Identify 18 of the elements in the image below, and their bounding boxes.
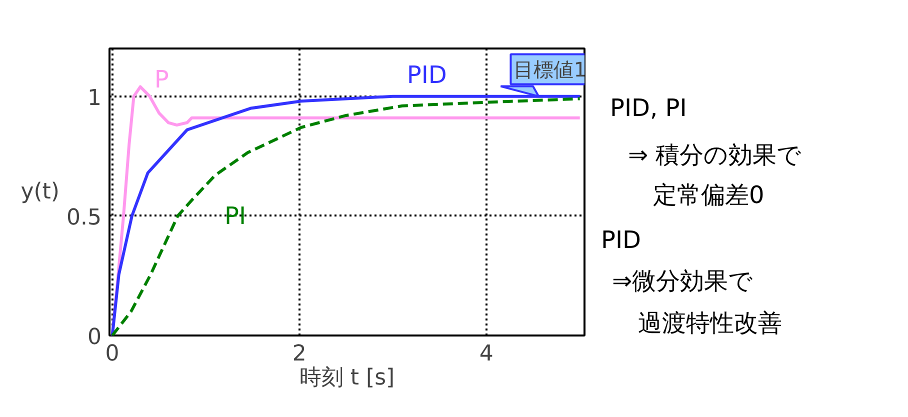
text: PID (601, 225, 642, 256)
y-tick-label: 0 (88, 325, 102, 350)
x-tick-label: 0 (105, 342, 120, 366)
y-tick-label: 0.5 (66, 205, 102, 230)
series-label: P (154, 66, 169, 94)
y-tick-label: 1 (88, 86, 102, 111)
text: 過渡特性改善 (638, 308, 782, 339)
text: ⇒ 積分の効果で (628, 140, 802, 171)
series-label: PI (224, 202, 246, 230)
legend-label: PID (406, 60, 447, 89)
x-tick-label: 4 (479, 342, 494, 366)
annotation: 目標値1 (514, 57, 586, 82)
text: 定常偏差0 (653, 180, 764, 211)
y-axis-title: y(t) (20, 180, 60, 204)
x-axis-title: 時刻 t [s] (299, 366, 395, 390)
text: PID, PI (610, 93, 687, 124)
text: ⇒微分効果で (612, 266, 754, 297)
x-tick-label: 2 (292, 342, 306, 366)
